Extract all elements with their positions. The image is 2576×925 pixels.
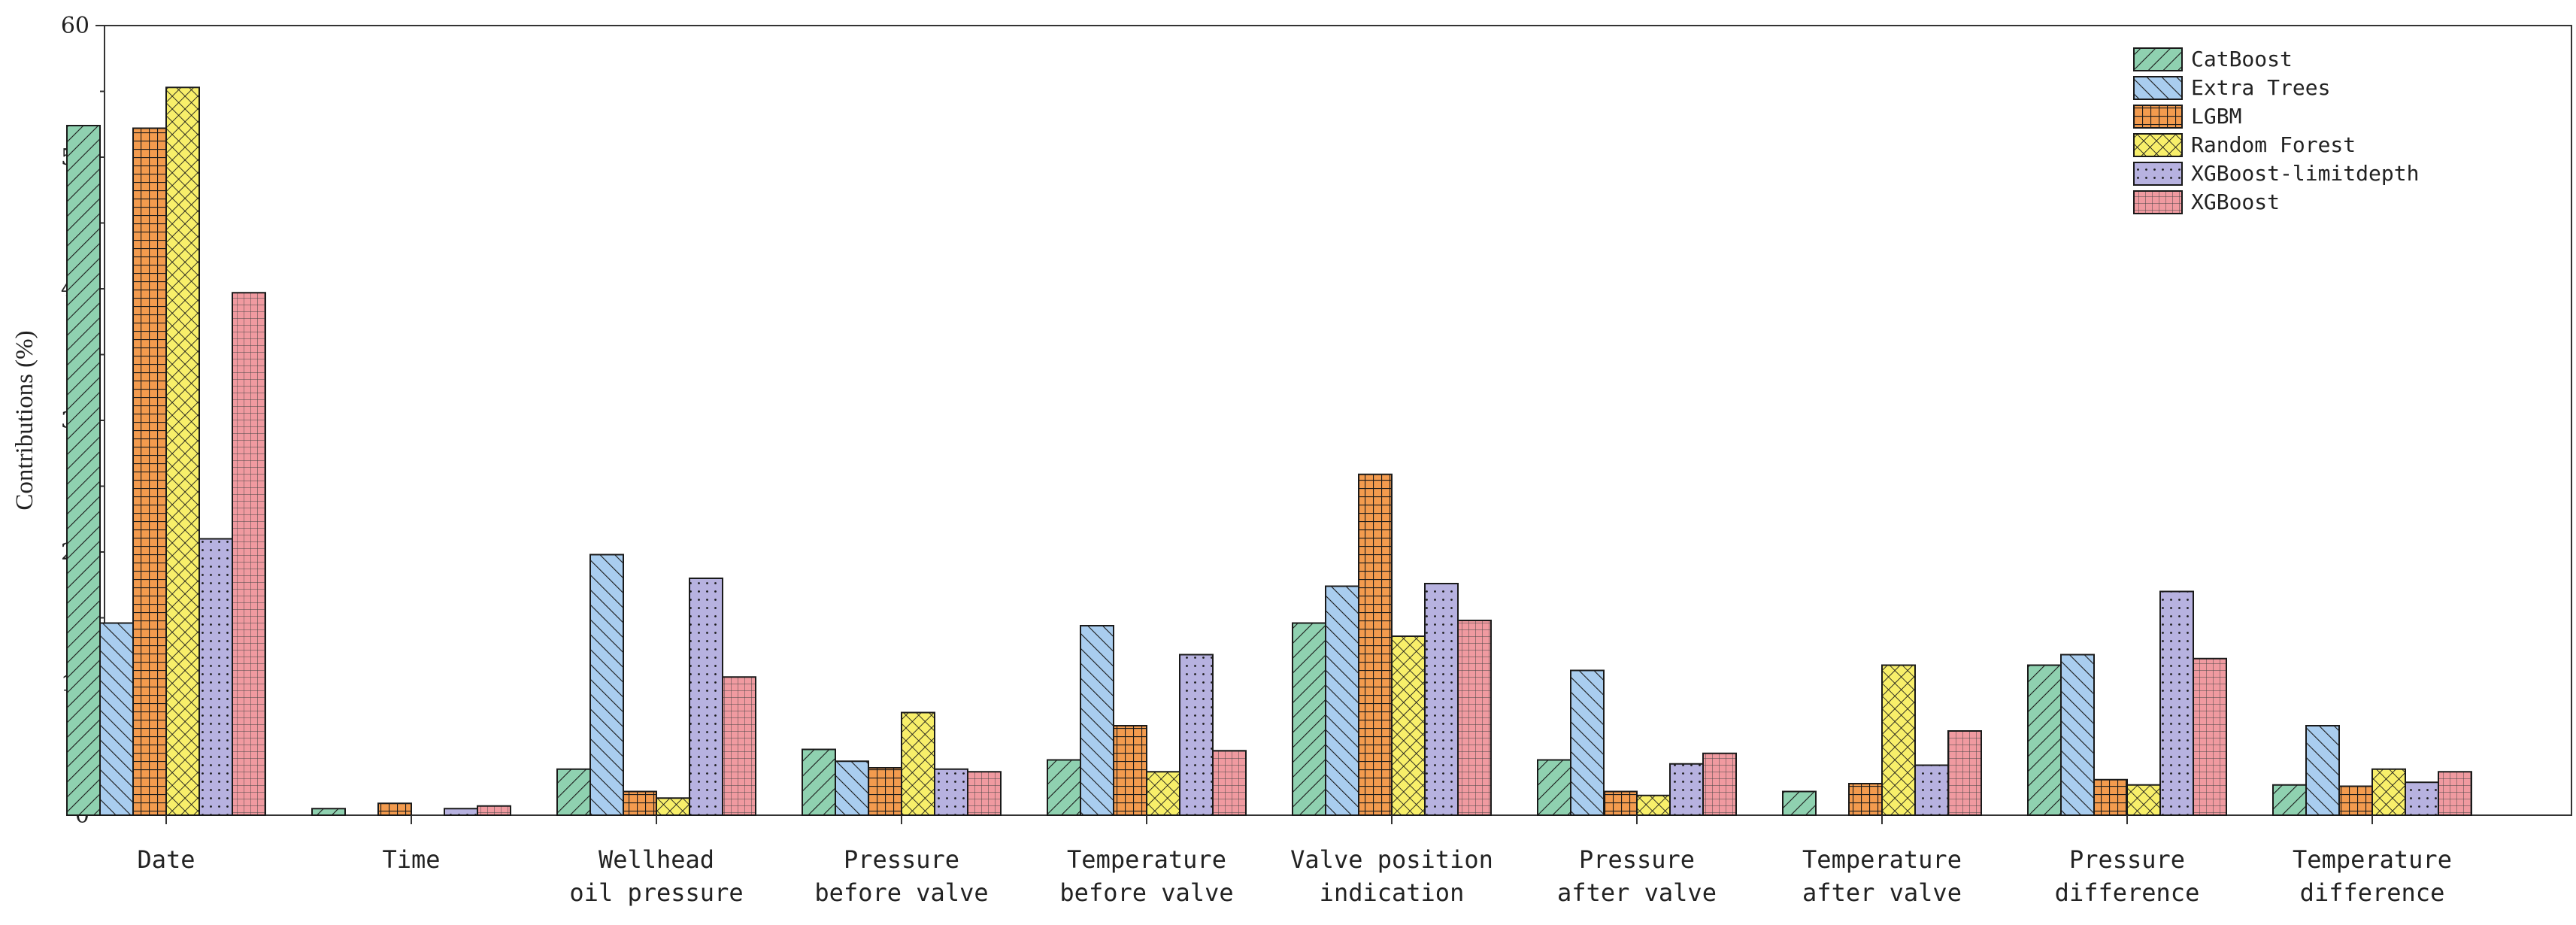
bar-pattern (377, 802, 412, 816)
bar-pattern (1080, 625, 1114, 816)
x-tick-label: Temperature (1067, 845, 1226, 874)
bar-pattern (2338, 785, 2373, 816)
bar-pattern (2093, 778, 2128, 816)
bar-pattern (835, 760, 869, 816)
bar-pattern (868, 767, 902, 816)
bar-pattern (2371, 768, 2406, 816)
legend-swatch-pattern (2133, 190, 2183, 214)
bar-pattern (656, 797, 690, 816)
bar-pattern (901, 711, 935, 816)
category-labels: Date Time Wellhead oil pressure Pressure befo… (137, 815, 2452, 907)
bar-pattern (1113, 725, 1147, 816)
bar-pattern (1146, 771, 1180, 816)
bar-pattern (689, 578, 723, 816)
y-axis-title: Contributions (%) (11, 330, 38, 510)
x-tick-label: Wellhead (599, 845, 714, 874)
y-tick-label: 60 (61, 13, 89, 39)
x-tick-label: Date (137, 845, 195, 874)
bar-pattern (66, 125, 101, 816)
bar-pattern (2027, 664, 2062, 816)
bar-pattern (444, 808, 478, 816)
x-tick-label: Time (382, 845, 440, 874)
bar-pattern (1325, 585, 1359, 816)
bars (66, 86, 2472, 816)
legend-swatch-pattern (2133, 105, 2183, 129)
bar-pattern (1570, 669, 1605, 816)
bar-pattern (1782, 790, 1817, 816)
bar-pattern (477, 805, 511, 816)
bar-pattern (1212, 750, 1247, 816)
bar-pattern (1391, 635, 1426, 816)
bar-pattern (1669, 763, 1704, 816)
bar-pattern (589, 553, 624, 816)
bar-pattern (802, 748, 836, 816)
x-tick-label: difference (2055, 878, 2200, 907)
legend-label: Extra Trees (2191, 75, 2330, 100)
legend: CatBoost Extra Trees LGBM Random Forest XGBo… (2133, 47, 2419, 214)
x-tick-label: Temperature (1802, 845, 1962, 874)
bar-pattern (132, 127, 167, 816)
bar-pattern (99, 622, 134, 816)
bar-pattern (2193, 657, 2227, 816)
x-tick-label: oil pressure (569, 878, 743, 907)
bar-pattern (1636, 794, 1671, 816)
bar-pattern (1537, 759, 1571, 816)
bar-pattern (1881, 664, 1916, 816)
bar-pattern (1914, 764, 1949, 816)
bar-pattern (623, 790, 657, 816)
bar-pattern (1424, 583, 1459, 816)
x-tick-label: Pressure (2069, 845, 2185, 874)
bar-pattern (1702, 752, 1737, 816)
x-tick-label: Pressure (844, 845, 959, 874)
bar-pattern (722, 676, 756, 816)
bar-pattern (1292, 622, 1326, 816)
bar-pattern (199, 538, 233, 816)
bar-pattern (1848, 783, 1883, 816)
bar-pattern (232, 292, 266, 816)
bar-pattern (311, 808, 346, 816)
legend-swatch-pattern (2133, 47, 2183, 71)
bar-pattern (2272, 784, 2307, 816)
legend-label: XGBoost (2191, 190, 2280, 214)
bar-pattern (967, 771, 1002, 816)
legend-label: LGBM (2191, 104, 2241, 129)
bar-pattern (2438, 771, 2472, 816)
x-tick-label: before valve (814, 878, 988, 907)
x-tick-label: indication (1320, 878, 1465, 907)
bar-pattern (165, 86, 200, 816)
bar-pattern (2060, 654, 2095, 816)
x-tick-label: after valve (1802, 878, 1962, 907)
legend-swatch-pattern (2133, 76, 2183, 100)
bar-pattern (934, 768, 968, 816)
bar-pattern (2305, 725, 2340, 816)
x-tick-label: Valve position (1290, 845, 1493, 874)
bar-pattern (1179, 654, 1214, 816)
bar-pattern (2159, 590, 2194, 816)
legend-label: XGBoost-limitdepth (2191, 161, 2419, 186)
bar-pattern (1358, 473, 1393, 816)
bar-pattern (1457, 620, 1492, 816)
bar-pattern (1603, 790, 1638, 816)
bar-pattern (2126, 784, 2161, 816)
x-tick-label: after valve (1557, 878, 1717, 907)
x-tick-label: Pressure (1579, 845, 1695, 874)
bar-pattern (556, 768, 591, 816)
x-tick-label: before valve (1059, 878, 1233, 907)
legend-label: Random Forest (2191, 132, 2356, 157)
legend-swatch-pattern (2133, 162, 2183, 186)
x-tick-label: difference (2300, 878, 2445, 907)
bar-pattern (1047, 759, 1081, 816)
x-tick-label: Temperature (2293, 845, 2452, 874)
legend-swatch-pattern (2133, 133, 2183, 157)
legend-label: CatBoost (2191, 47, 2293, 71)
bar-pattern (2405, 781, 2439, 816)
bar-pattern (1947, 730, 1982, 816)
